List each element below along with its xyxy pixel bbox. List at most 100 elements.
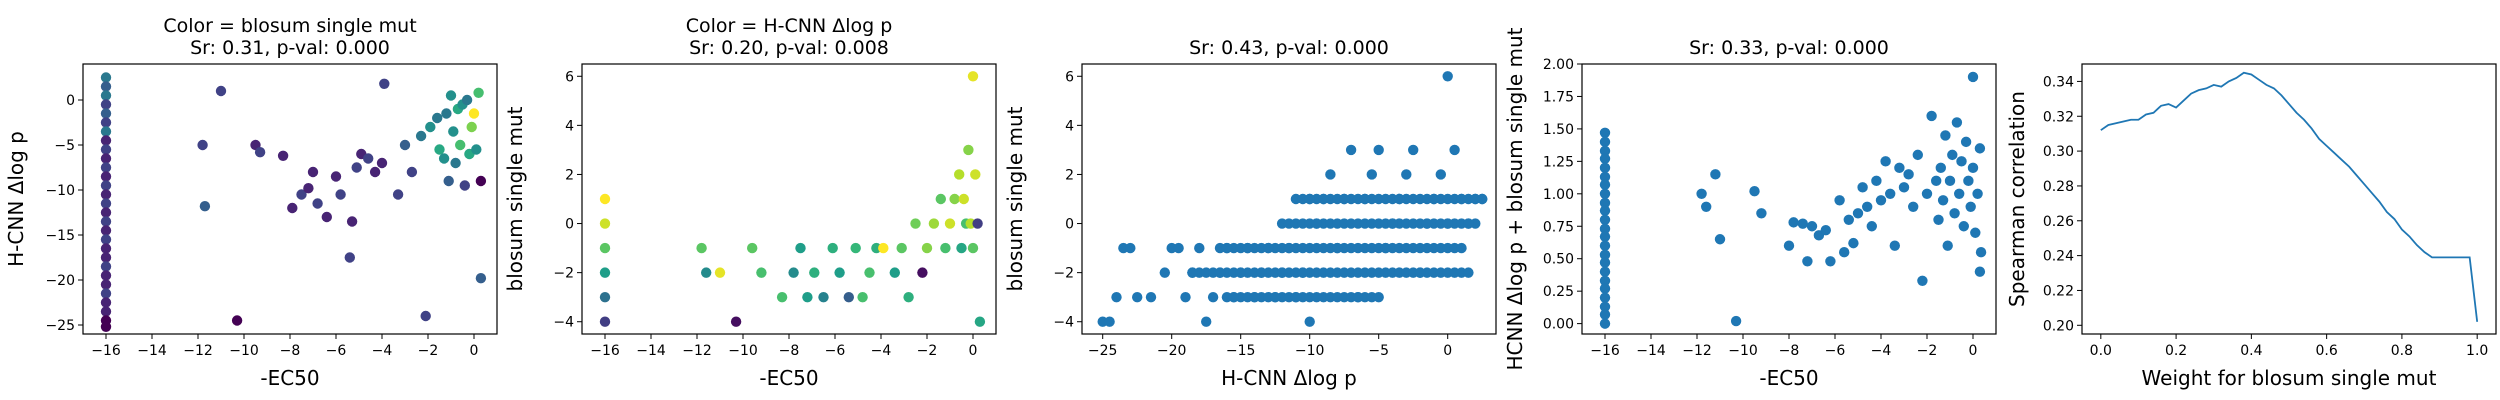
chart-1-point bbox=[100, 117, 112, 128]
chart-5-y-tick-label: 0.22 bbox=[2043, 283, 2074, 299]
chart-2-point bbox=[921, 242, 933, 254]
chart-4-point bbox=[1885, 188, 1896, 200]
chart-4-point bbox=[1947, 149, 1958, 161]
chart-2-y-tick-label: 0 bbox=[565, 217, 574, 233]
chart-3-point bbox=[1242, 242, 1253, 254]
chart-1-point bbox=[100, 306, 112, 317]
chart-3-point bbox=[1428, 193, 1440, 205]
chart-2-point bbox=[730, 316, 742, 327]
chart-1-point bbox=[344, 252, 355, 263]
chart-4-point bbox=[1599, 240, 1611, 251]
chart-1-point bbox=[100, 126, 112, 137]
chart-4-point bbox=[1972, 188, 1983, 200]
chart-3-point bbox=[1145, 291, 1157, 303]
chart-2-point bbox=[917, 267, 928, 278]
chart-2-x-tick-label: 0 bbox=[969, 343, 978, 359]
chart-2-x-tick-label: −2 bbox=[917, 343, 938, 359]
chart-4-y-tick-label: 0.25 bbox=[1543, 284, 1574, 300]
chart-4-point bbox=[1926, 110, 1937, 122]
chart-3-x-axis-label: H-CNN Δlog p bbox=[1221, 366, 1357, 390]
chart-4-point bbox=[1949, 208, 1960, 219]
chart-4-point bbox=[1954, 188, 1965, 200]
chart-2-point bbox=[910, 218, 921, 229]
chart-1-point bbox=[445, 90, 457, 101]
chart-1-point bbox=[100, 216, 112, 227]
chart-2-point bbox=[827, 242, 838, 254]
chart-2-point bbox=[756, 267, 767, 278]
chart-2-x-tick-label: −14 bbox=[636, 343, 666, 359]
chart-4-x-tick-label: −14 bbox=[1636, 343, 1666, 359]
chart-1-point bbox=[100, 108, 112, 119]
chart-1-title-line: Color = blosum single mut bbox=[163, 15, 416, 37]
chart-1-title-line: Sr: 0.31, p-val: 0.000 bbox=[190, 37, 390, 59]
chart-4-point bbox=[1940, 130, 1951, 141]
chart-5-series-line bbox=[2100, 71, 2479, 322]
chart-1-point bbox=[197, 139, 208, 151]
chart-2-point bbox=[928, 218, 940, 229]
chart-2-point bbox=[974, 316, 986, 327]
chart-2-x-axis-label: -EC50 bbox=[759, 366, 818, 390]
chart-3-point bbox=[1297, 267, 1309, 278]
chart-4-x-tick-label: −16 bbox=[1590, 343, 1620, 359]
chart-4-y-axis-label: HCNN Δlog p + blosum single mut bbox=[1503, 27, 1527, 370]
chart-2-point bbox=[776, 291, 788, 303]
chart-1-point bbox=[100, 261, 112, 272]
chart-2-point bbox=[958, 193, 969, 205]
chart-3-y-tick-label: 2 bbox=[1065, 167, 1074, 183]
chart-3-point bbox=[1201, 316, 1212, 327]
chart-4-point bbox=[1970, 227, 1981, 238]
chart-4-axes-frame bbox=[1581, 63, 1997, 335]
chart-4-point bbox=[1871, 175, 1882, 187]
chart-4-point bbox=[1599, 145, 1611, 157]
chart-4-point bbox=[1806, 221, 1818, 232]
chart-4-point bbox=[1756, 208, 1767, 219]
chart-4-point bbox=[1975, 247, 1987, 258]
chart-4-point bbox=[1599, 231, 1611, 242]
chart-1-point bbox=[100, 279, 112, 290]
chart-1-x-tick-label: −8 bbox=[280, 343, 301, 359]
chart-3-x-tick-label: −20 bbox=[1157, 343, 1187, 359]
chart-1-point bbox=[303, 183, 314, 194]
chart-1-point bbox=[312, 198, 323, 209]
chart-4-point bbox=[1908, 201, 1919, 212]
chart-1-point bbox=[379, 78, 390, 90]
chart-2-point bbox=[818, 291, 829, 303]
chart-3-title-line: Sr: 0.43, p-val: 0.000 bbox=[1189, 37, 1389, 59]
chart-3-point bbox=[1290, 291, 1302, 303]
chart-4-point bbox=[1599, 188, 1611, 200]
chart-4-point bbox=[1599, 171, 1611, 183]
chart-4-y-tick-label: 0.75 bbox=[1543, 219, 1574, 235]
chart-3-point bbox=[1456, 242, 1467, 254]
chart-4-point bbox=[1974, 143, 1986, 154]
chart-1-point bbox=[369, 166, 381, 178]
chart-1-point bbox=[466, 121, 477, 133]
chart-4-point bbox=[1974, 266, 1986, 277]
chart-4-point bbox=[1820, 224, 1832, 236]
chart-4-point bbox=[1599, 214, 1611, 225]
chart-4-point bbox=[1599, 309, 1611, 320]
chart-3-x-tick-label: 0 bbox=[1443, 343, 1452, 359]
chart-4-point bbox=[1963, 175, 1974, 187]
chart-4-y-tick-label: 0.50 bbox=[1543, 252, 1574, 268]
chart-4-x-tick-label: −2 bbox=[1917, 343, 1938, 359]
chart-3-point bbox=[1104, 316, 1115, 327]
chart-4-point bbox=[1599, 266, 1611, 277]
chart-2-point bbox=[972, 218, 983, 229]
chart-2-x-tick-label: −12 bbox=[682, 343, 712, 359]
chart-2-point bbox=[802, 291, 813, 303]
chart-2-point bbox=[944, 218, 956, 229]
chart-2-point bbox=[599, 218, 611, 229]
chart-2-y-tick-label: 6 bbox=[565, 69, 574, 85]
chart-2-point bbox=[788, 267, 799, 278]
chart-1-point bbox=[459, 180, 470, 191]
chart-4-point bbox=[1599, 292, 1611, 303]
chart-5-y-axis-label: Spearman correlation bbox=[2005, 91, 2029, 307]
chart-4-point bbox=[1921, 188, 1933, 200]
chart-1-point bbox=[100, 72, 112, 83]
chart-1-point bbox=[100, 288, 112, 299]
chart-4-point bbox=[1875, 195, 1887, 206]
chart-3-point bbox=[1256, 267, 1267, 278]
chart-1-point bbox=[100, 321, 112, 332]
chart-1-point bbox=[434, 144, 445, 155]
chart-4-title-line: Sr: 0.33, p-val: 0.000 bbox=[1689, 37, 1889, 59]
